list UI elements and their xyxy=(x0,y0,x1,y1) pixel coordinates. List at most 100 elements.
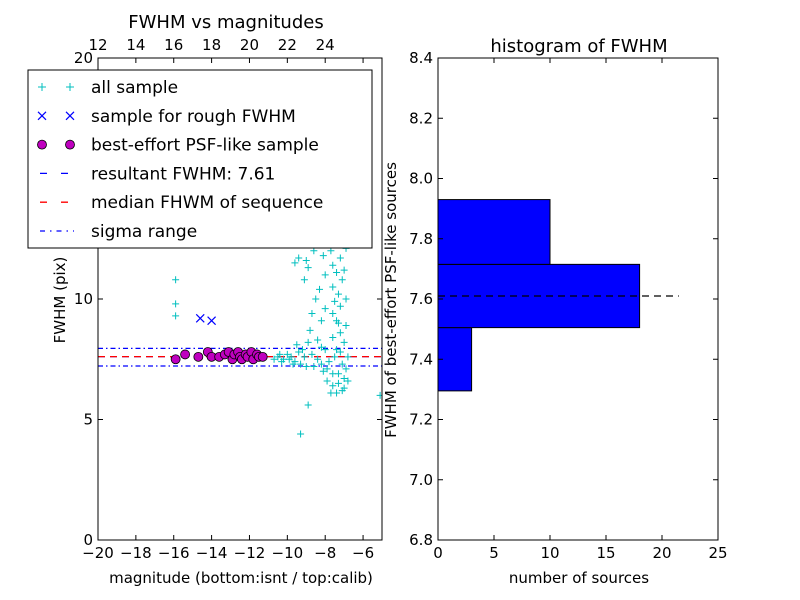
legend-label: sigma range xyxy=(91,222,197,242)
point-s0-84 xyxy=(340,266,348,274)
point-s0-12 xyxy=(316,285,324,293)
point-s0-89 xyxy=(334,319,342,327)
point-s0-7 xyxy=(302,256,310,264)
y-tick-label: 7.6 xyxy=(409,290,433,308)
x-tick-label: 10 xyxy=(540,544,559,562)
x-tick-label: −18 xyxy=(120,544,152,562)
point-s0-98 xyxy=(291,358,299,366)
x-tick-label: 5 xyxy=(489,544,499,562)
point-s0-43 xyxy=(338,360,346,368)
x-tick-label: −10 xyxy=(272,544,304,562)
point-s0-6 xyxy=(295,254,303,262)
point-s0-53 xyxy=(342,295,350,303)
top-axis-tick-label: 16 xyxy=(164,36,183,54)
point-s0-88 xyxy=(331,297,339,305)
point-s0-14 xyxy=(321,305,329,313)
histogram-bar-2 xyxy=(437,199,551,265)
point-s0-4 xyxy=(304,401,312,409)
top-axis-tick-label: 18 xyxy=(202,36,221,54)
y-tick-label: 7.2 xyxy=(409,411,433,429)
legend: all sample sample for rough FWHM best-effo… xyxy=(27,69,373,249)
point-s0-17 xyxy=(306,326,314,334)
point-s0-34 xyxy=(329,382,337,390)
x-tick-label: 0 xyxy=(433,544,443,562)
legend-handle-1 xyxy=(65,111,75,121)
point-s0-23 xyxy=(283,350,291,358)
point-s0-46 xyxy=(317,343,325,351)
y-tick-label: 6.8 xyxy=(409,531,433,549)
point-s0-29 xyxy=(319,367,327,375)
x-tick-label: −20 xyxy=(82,544,114,562)
point-s0-95 xyxy=(270,355,278,363)
y-tick-label: 8.4 xyxy=(409,49,433,67)
point-s0-2 xyxy=(172,312,180,320)
point-s0-27 xyxy=(302,362,310,370)
point-s0-58 xyxy=(329,261,337,269)
legend-box xyxy=(27,69,373,249)
point-s2-2 xyxy=(193,351,204,362)
histogram-bar-0 xyxy=(437,327,473,392)
point-s0-31 xyxy=(334,370,342,378)
x-tick-label: −14 xyxy=(196,544,228,562)
legend-handle-0 xyxy=(66,83,74,91)
point-s0-41 xyxy=(336,348,344,356)
point-s0-92 xyxy=(344,377,352,385)
point-s0-10 xyxy=(304,264,312,272)
y-tick-label: 7.8 xyxy=(409,230,433,248)
top-axis-tick-label: 12 xyxy=(88,36,107,54)
x-tick-label: 20 xyxy=(652,544,671,562)
point-s0-105 xyxy=(295,348,303,356)
legend-label: all sample xyxy=(91,78,178,98)
point-s0-51 xyxy=(329,309,337,317)
y-tick-label: 8.2 xyxy=(409,109,433,127)
y-tick-label: 5 xyxy=(83,411,93,429)
point-s0-103 xyxy=(317,360,325,368)
point-s0-104 xyxy=(323,365,331,373)
point-s0-38 xyxy=(323,377,331,385)
top-axis-tick-label: 20 xyxy=(240,36,259,54)
point-s0-42 xyxy=(342,365,350,373)
point-s0-15 xyxy=(308,309,316,317)
y-tick-label: 7.4 xyxy=(409,350,433,368)
x-tick-label: −12 xyxy=(234,544,266,562)
point-s0-100 xyxy=(300,353,308,361)
point-s2-0 xyxy=(170,354,181,365)
chart-title: histogram of FWHM xyxy=(490,36,667,57)
y-tick-label: 20 xyxy=(74,49,93,67)
point-s1-1 xyxy=(207,316,217,326)
point-s2-19 xyxy=(257,351,268,362)
y-tick-label: 10 xyxy=(74,290,93,308)
point-s0-56 xyxy=(338,276,346,284)
point-s0-37 xyxy=(340,384,348,392)
legend-handle-0 xyxy=(38,83,46,91)
point-s0-5 xyxy=(376,391,382,399)
point-s0-28 xyxy=(310,362,318,370)
point-s0-52 xyxy=(336,302,344,310)
point-s0-32 xyxy=(340,375,348,383)
x-axis-label: magnitude (bottom:isnt / top:calib) xyxy=(109,569,373,587)
point-s0-18 xyxy=(314,336,322,344)
point-s0-48 xyxy=(336,329,344,337)
top-axis-tick-label: 24 xyxy=(316,36,335,54)
x-tick-label: −6 xyxy=(352,544,374,562)
point-s0-57 xyxy=(333,268,341,276)
point-s0-19 xyxy=(304,338,312,346)
point-s0-45 xyxy=(321,346,329,354)
point-s0-101 xyxy=(308,350,316,358)
point-s0-20 xyxy=(298,346,306,354)
y-tick-label: 8.0 xyxy=(409,170,433,188)
legend-handle-1 xyxy=(37,111,47,121)
point-s0-96 xyxy=(276,350,284,358)
point-s0-3 xyxy=(297,430,305,438)
point-s0-78 xyxy=(319,252,327,260)
legend-handle-2 xyxy=(37,139,47,150)
point-s0-99 xyxy=(278,358,286,366)
point-s0-102 xyxy=(314,355,322,363)
point-s0-93 xyxy=(327,389,335,397)
legend-label: sample for rough FWHM xyxy=(91,107,296,127)
x-tick-label: 15 xyxy=(596,544,615,562)
point-s0-8 xyxy=(291,259,299,267)
point-s0-77 xyxy=(321,271,329,279)
